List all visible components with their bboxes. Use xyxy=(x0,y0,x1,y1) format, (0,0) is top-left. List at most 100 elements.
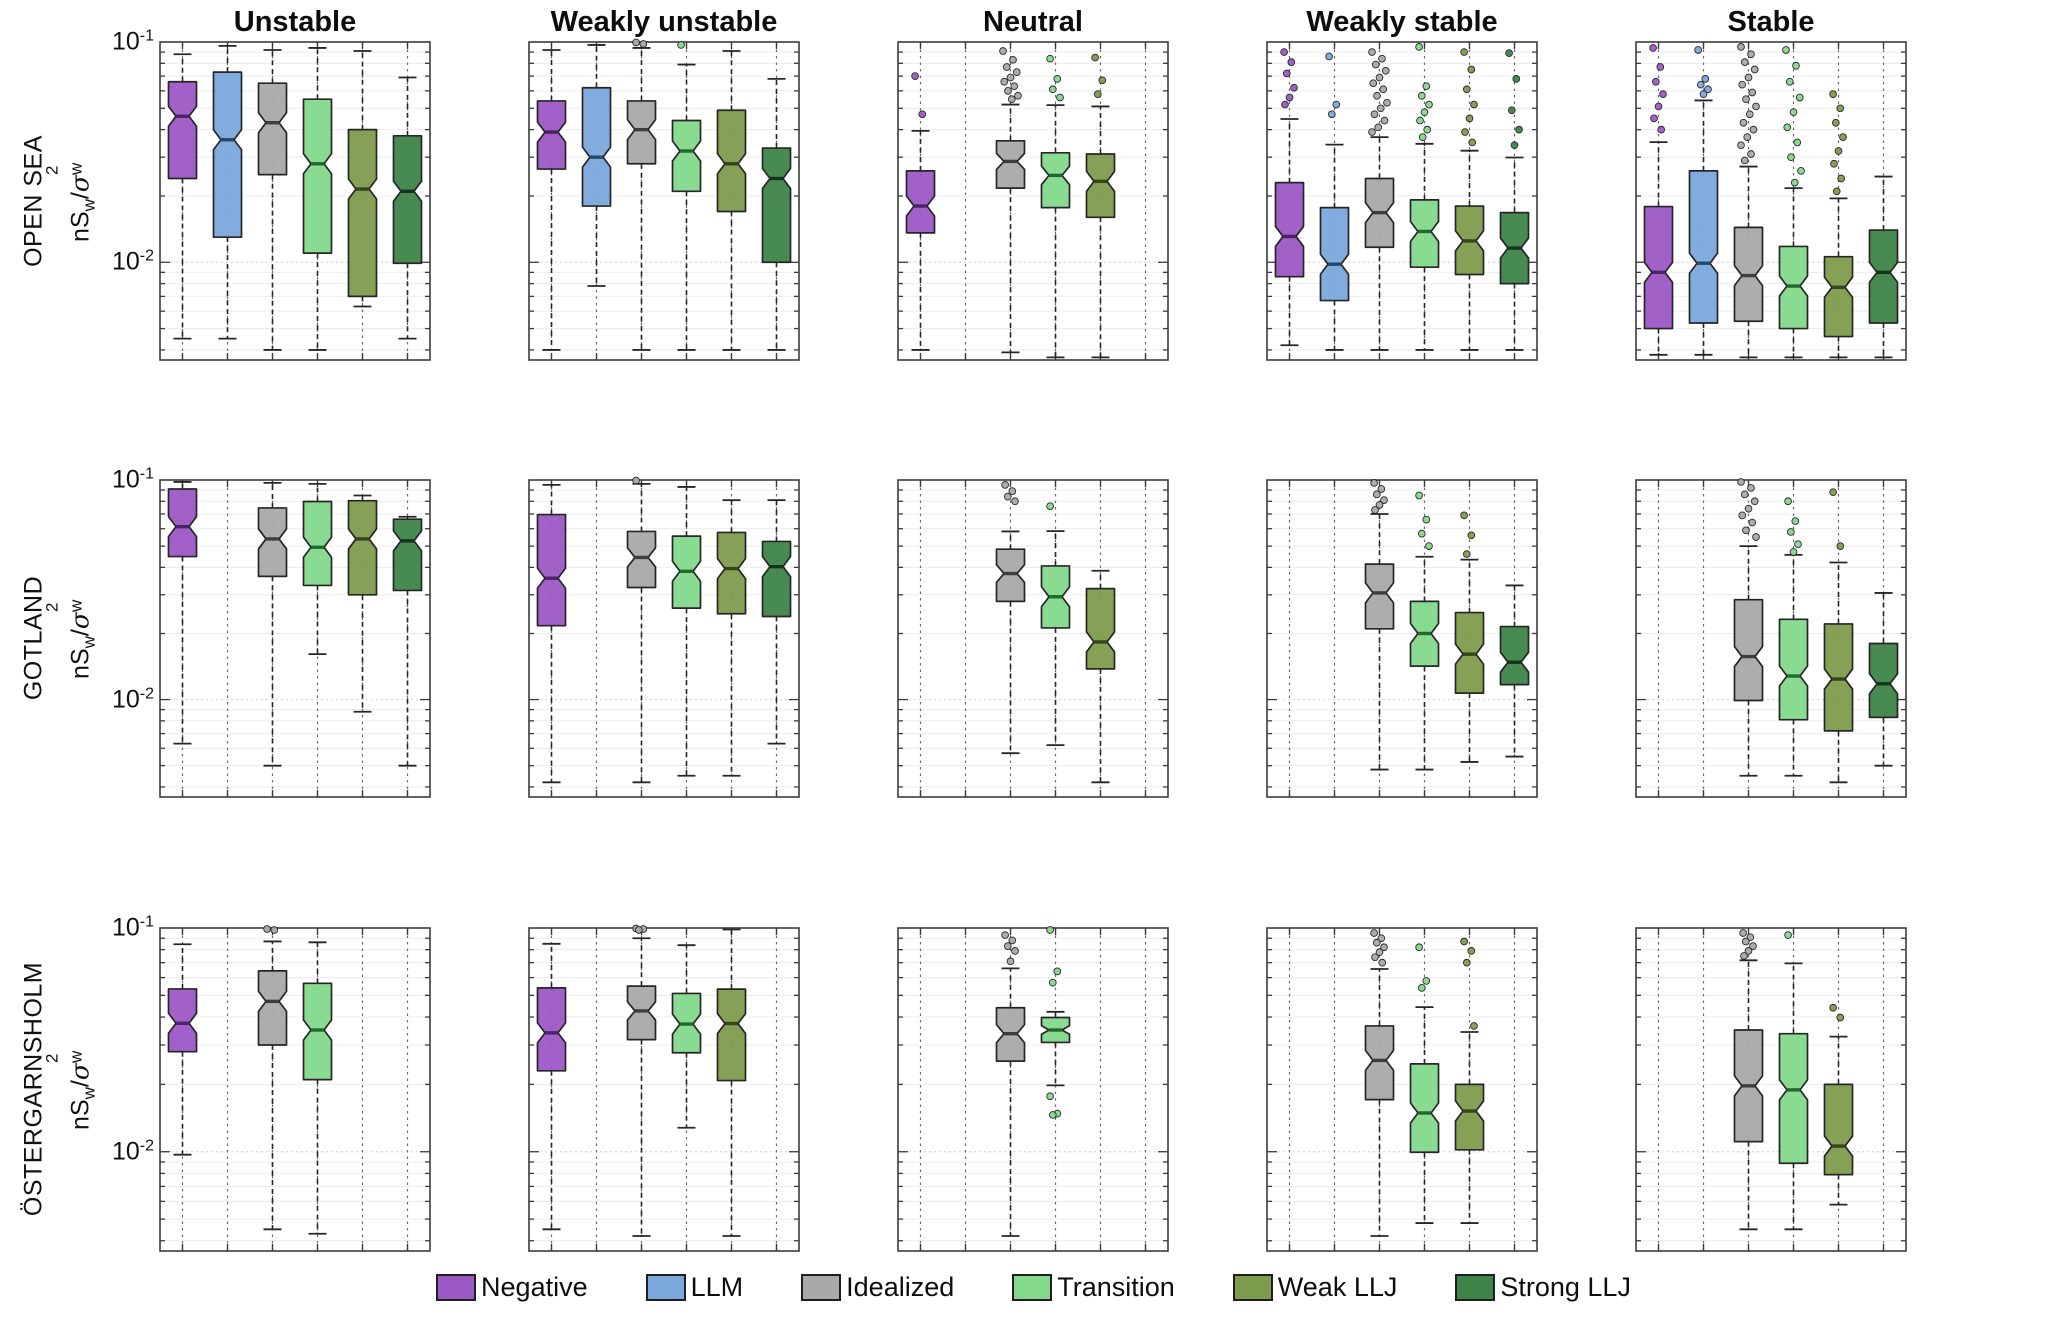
outlier-high xyxy=(918,110,927,119)
outlier-high xyxy=(1792,61,1800,70)
outlier-high xyxy=(1829,488,1837,497)
outlier-high xyxy=(1369,79,1378,88)
legend-swatch-llm xyxy=(645,1274,686,1301)
outlier-high xyxy=(1789,108,1798,117)
y-tick-label: 10-2 xyxy=(111,1137,154,1166)
outlier-high xyxy=(1381,66,1390,75)
panel-bg xyxy=(1636,928,1906,1251)
outlier-high xyxy=(1794,540,1802,549)
outlier-high xyxy=(1829,1003,1837,1012)
outlier-high xyxy=(1746,933,1755,942)
outlier-high xyxy=(1749,125,1758,134)
box-weak-llj xyxy=(347,128,378,298)
outlier-high xyxy=(1373,91,1381,100)
outlier-high xyxy=(1332,100,1341,109)
outlier-high xyxy=(1784,497,1792,506)
outlier-high xyxy=(1659,90,1667,98)
outlier-high xyxy=(1425,100,1433,109)
panel-bg xyxy=(1267,480,1537,797)
outlier-high xyxy=(1000,77,1009,86)
outlier-high xyxy=(1836,542,1845,550)
outlier-high xyxy=(1425,542,1433,550)
outlier-high xyxy=(1742,95,1750,104)
outlier-high xyxy=(1093,90,1102,98)
legend-item-transition: Transition xyxy=(1012,1272,1175,1303)
outlier-high xyxy=(1750,497,1759,506)
panel-border xyxy=(528,41,800,361)
outlier-high xyxy=(1422,977,1431,985)
outlier-high xyxy=(270,926,279,934)
row-label-open-sea: OPEN SEA xyxy=(19,135,48,267)
panel-bg xyxy=(898,42,1168,360)
y-axis-label-row3: nSw/σ 2 w xyxy=(42,1050,99,1130)
outlier-high xyxy=(1468,138,1477,147)
box-transition xyxy=(1409,199,1440,269)
outlier-high xyxy=(999,47,1007,55)
outlier-high xyxy=(632,38,640,47)
outlier-high xyxy=(1415,491,1423,500)
outlier-high xyxy=(1791,517,1800,525)
outlier-high xyxy=(1004,87,1012,95)
y-tick-label: 10-2 xyxy=(111,247,154,276)
outlier-high xyxy=(1737,478,1745,486)
outlier-high xyxy=(1011,947,1019,955)
legend-item-strong-llj: Strong LLJ xyxy=(1455,1272,1631,1303)
panel-bg xyxy=(529,480,799,797)
panel-border xyxy=(528,927,800,1252)
panel-bg xyxy=(1636,480,1906,797)
panel-border xyxy=(897,927,1169,1252)
outlier-high xyxy=(1738,511,1747,520)
outlier-high xyxy=(1750,65,1759,74)
outlier-high xyxy=(1377,934,1386,943)
outlier-high xyxy=(1651,77,1660,86)
outlier-high xyxy=(1417,91,1426,100)
box-transition xyxy=(1409,1063,1440,1154)
box-strong-llj xyxy=(761,147,792,264)
outlier-high xyxy=(1014,91,1022,100)
box-negative xyxy=(905,170,936,234)
box-negative xyxy=(536,513,567,627)
box-llm xyxy=(1319,206,1350,302)
box-llm xyxy=(581,86,612,207)
outlier-high xyxy=(1370,479,1378,487)
outlier-high xyxy=(1515,125,1523,134)
outlier-high xyxy=(1368,128,1376,136)
box-idealized xyxy=(1364,563,1395,630)
outlier-high xyxy=(1744,947,1753,955)
box-transition xyxy=(1040,151,1071,209)
box-idealized xyxy=(626,985,657,1041)
outlier-high xyxy=(1782,46,1790,54)
outlier-high xyxy=(634,926,643,934)
box-weak-llj xyxy=(716,988,747,1082)
outlier-high xyxy=(1006,957,1015,966)
y-tick-label: 10-1 xyxy=(111,913,154,942)
outlier-high xyxy=(639,40,648,48)
column-title-weakly-unstable: Weakly unstable xyxy=(550,6,778,38)
outlier-high xyxy=(1839,133,1847,141)
outlier-high xyxy=(1048,85,1057,94)
outlier-high xyxy=(1467,531,1476,540)
outlier-high xyxy=(1420,108,1429,117)
outlier-high xyxy=(1375,73,1384,82)
panel-border xyxy=(159,927,431,1252)
outlier-high xyxy=(1465,114,1474,123)
box-negative xyxy=(1274,181,1305,278)
legend-item-idealized: Idealized xyxy=(801,1272,954,1303)
panel-border xyxy=(1266,927,1538,1252)
outlier-high xyxy=(1696,80,1705,89)
outlier-high xyxy=(1694,46,1702,54)
outlier-high xyxy=(677,41,685,49)
box-negative xyxy=(536,100,567,170)
outlier-high xyxy=(1744,504,1753,513)
outlier-high xyxy=(1657,125,1666,134)
outlier-high xyxy=(1371,506,1379,514)
outlier-high xyxy=(1739,929,1747,937)
outlier-high xyxy=(1462,85,1471,94)
outlier-high xyxy=(1008,487,1017,495)
y-tick-label: 10-1 xyxy=(111,465,154,494)
outlier-high xyxy=(1378,958,1387,967)
outlier-high xyxy=(1830,159,1838,168)
outlier-high xyxy=(1378,54,1386,63)
column-title-weakly-stable: Weakly stable xyxy=(1306,6,1498,38)
